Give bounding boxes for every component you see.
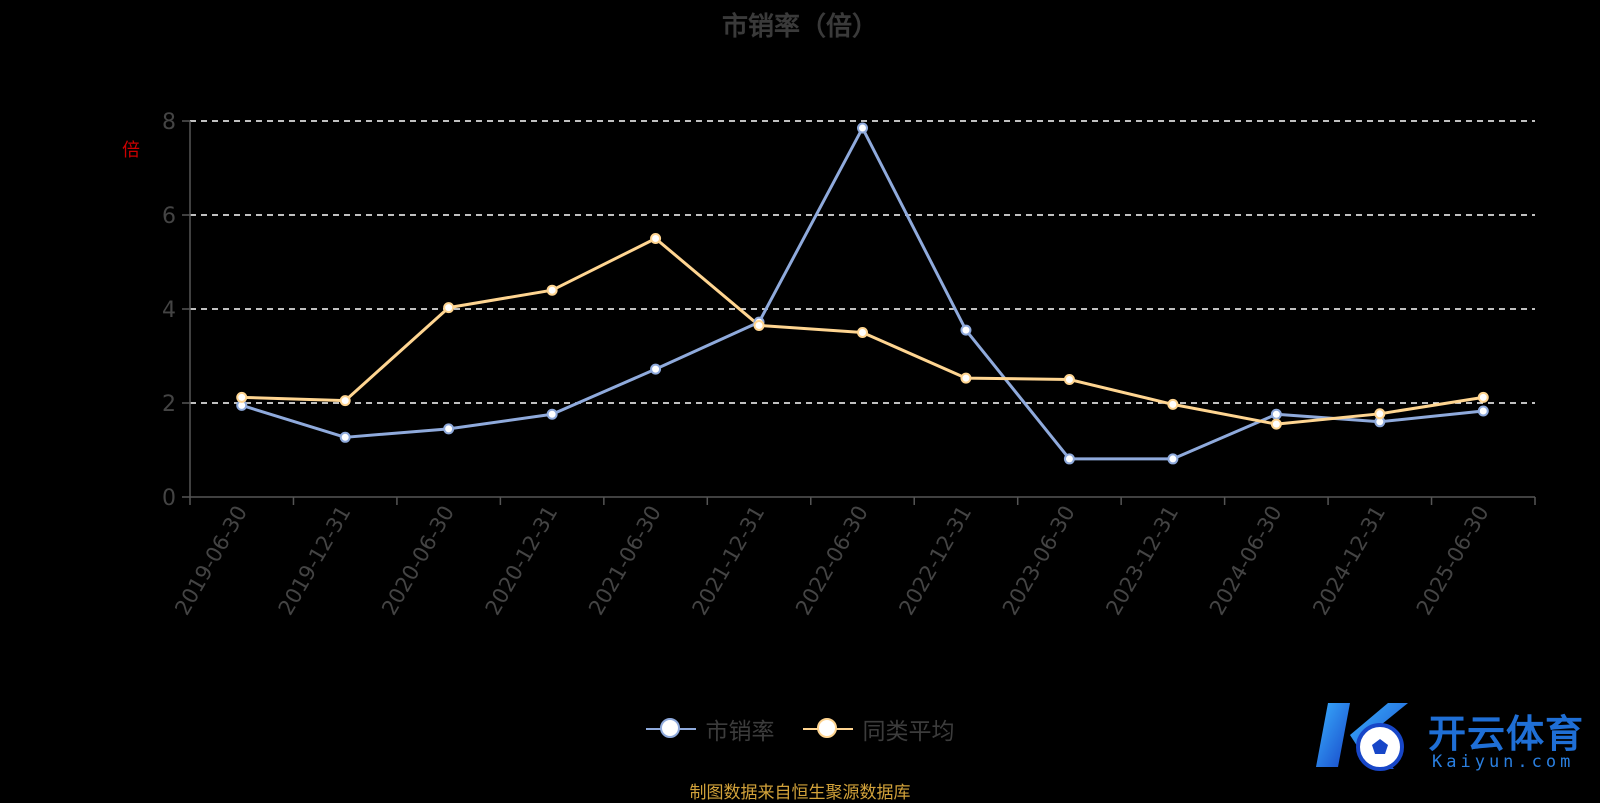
data-point-series-1	[546, 408, 558, 420]
data-point-series-2	[753, 319, 765, 331]
chart-title: 市销率（倍）	[721, 12, 878, 42]
data-point-series-2	[443, 302, 455, 314]
x-tick-label: 2021-06-30	[584, 502, 666, 620]
data-point-series-2	[1374, 408, 1386, 420]
x-tick-label: 2021-12-31	[688, 502, 770, 620]
data-point-series-1	[1167, 453, 1179, 465]
watermark-brand: 开云体育	[1428, 712, 1585, 756]
soccer-ball-logo-icon	[1316, 703, 1408, 771]
x-tick-label: 2022-06-30	[791, 502, 873, 620]
legend-swatch-series-1	[645, 716, 696, 742]
x-tick-label: 2024-06-30	[1205, 502, 1287, 620]
data-point-series-2	[857, 327, 868, 338]
x-tick-label: 2020-06-30	[377, 501, 459, 619]
x-tick-label: 2020-12-31	[481, 502, 563, 620]
data-point-series-1	[857, 122, 868, 134]
data-point-series-2	[650, 233, 662, 244]
data-point-series-2	[1270, 418, 1282, 430]
x-tick-label: 2023-12-31	[1101, 502, 1183, 620]
data-point-series-1	[443, 423, 455, 435]
line-chart: 0 2 4 6 8 2019-06-30 2019-12-31 2020-06-30 2020-…	[162, 110, 1536, 619]
data-point-series-2	[1063, 374, 1075, 385]
data-point-series-2	[1477, 391, 1489, 403]
axes	[182, 120, 1536, 505]
data-point-series-2	[339, 395, 351, 407]
data-point-series-1	[1477, 405, 1489, 417]
data-point-series-1	[960, 324, 972, 336]
y-tick-label: 0	[162, 486, 176, 511]
y-axis-label: 倍	[119, 140, 140, 158]
data-source-note: 制图数据来自恒生聚源数据库	[689, 783, 911, 803]
legend-label-series-1: 市销率	[705, 719, 775, 745]
data-point-series-2	[960, 372, 972, 384]
series-line-1	[241, 126, 1484, 461]
legend-item-series-1[interactable]: 市销率	[645, 712, 775, 746]
legend-label-series-2: 同类平均	[862, 719, 955, 745]
legend: 市销率 同类平均	[0, 712, 1600, 746]
watermark-domain: Kaiyun.com	[1432, 752, 1575, 772]
data-point-series-2	[236, 391, 248, 403]
data-point-series-1	[1063, 453, 1075, 465]
y-tick-label: 4	[162, 298, 176, 323]
x-tick-label: 2022-12-31	[894, 502, 976, 620]
legend-swatch-series-2	[802, 716, 853, 742]
y-tick-label: 2	[162, 392, 176, 417]
data-point-series-1	[339, 431, 351, 443]
legend-item-series-2[interactable]: 同类平均	[802, 712, 955, 746]
grid-lines	[190, 120, 1535, 404]
x-tick-label: 2019-12-31	[274, 502, 356, 620]
x-tick-label: 2023-06-30	[998, 502, 1080, 620]
data-point-series-1	[650, 363, 662, 375]
x-tick-label: 2024-12-31	[1308, 502, 1390, 620]
x-tick-label: 2025-06-30	[1412, 502, 1494, 620]
series-lines	[241, 126, 1484, 461]
data-points	[236, 122, 1489, 465]
data-point-series-1	[1270, 408, 1282, 420]
data-point-series-2	[1167, 398, 1179, 410]
y-tick-label: 6	[162, 204, 176, 229]
tick-labels: 0 2 4 6 8 2019-06-30 2019-12-31 2020-06-30 2020-…	[162, 110, 1494, 619]
x-tick-label: 2019-06-30	[170, 502, 252, 620]
data-point-series-2	[546, 284, 558, 296]
y-tick-label: 8	[162, 110, 176, 135]
watermark-logo: 开云体育 Kaiyun.com	[1310, 697, 1600, 782]
